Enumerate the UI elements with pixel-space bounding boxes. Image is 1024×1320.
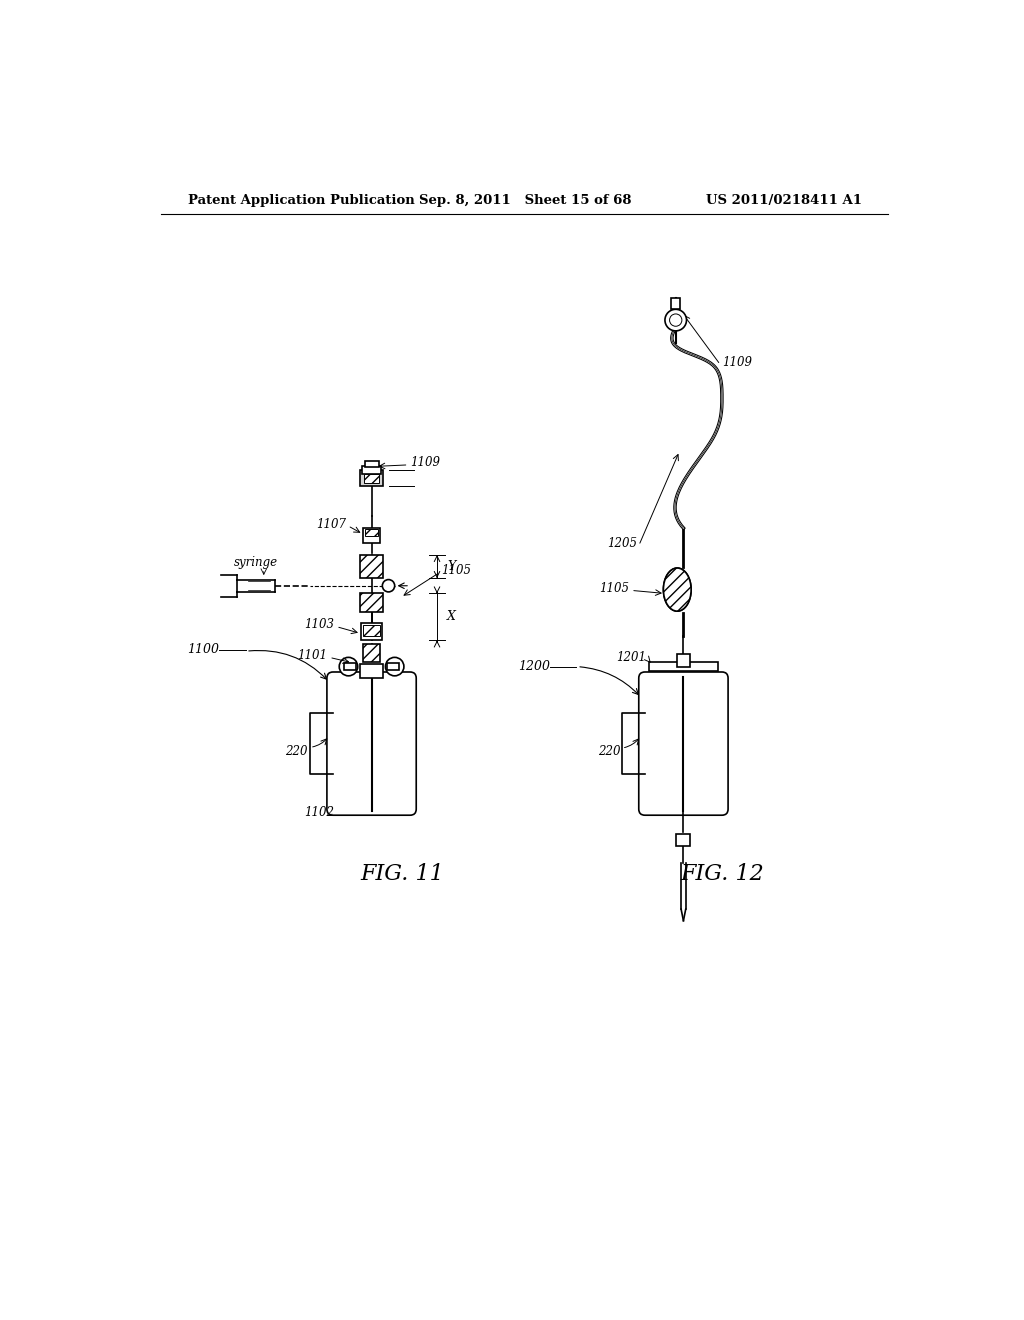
- Ellipse shape: [664, 568, 691, 611]
- Bar: [366, 529, 378, 536]
- Circle shape: [385, 657, 403, 676]
- Text: 1101: 1101: [297, 648, 327, 661]
- Circle shape: [339, 657, 357, 676]
- FancyBboxPatch shape: [327, 672, 416, 816]
- Text: Patent Application Publication: Patent Application Publication: [188, 194, 415, 207]
- Text: 1105: 1105: [441, 564, 471, 577]
- Text: 1200: 1200: [518, 660, 550, 673]
- Bar: [360, 623, 382, 640]
- Bar: [360, 594, 383, 612]
- Text: Y: Y: [447, 560, 456, 573]
- FancyBboxPatch shape: [639, 672, 728, 816]
- Text: 220: 220: [285, 744, 307, 758]
- Bar: [360, 554, 383, 578]
- Bar: [671, 298, 680, 309]
- Bar: [364, 528, 380, 544]
- Circle shape: [665, 309, 686, 331]
- Text: 220: 220: [598, 744, 621, 758]
- Text: 1103: 1103: [304, 618, 335, 631]
- Text: US 2011/0218411 A1: US 2011/0218411 A1: [707, 194, 862, 207]
- Bar: [360, 664, 383, 678]
- Text: X: X: [447, 610, 456, 623]
- Bar: [677, 653, 689, 668]
- Bar: [364, 644, 380, 663]
- Bar: [365, 461, 379, 467]
- Text: 1205: 1205: [607, 537, 637, 550]
- Text: 1201: 1201: [616, 651, 646, 664]
- Text: 1100: 1100: [187, 643, 219, 656]
- Text: Sep. 8, 2011   Sheet 15 of 68: Sep. 8, 2011 Sheet 15 of 68: [419, 194, 631, 207]
- Bar: [364, 626, 380, 636]
- Bar: [360, 470, 383, 486]
- Text: 1109: 1109: [410, 455, 440, 469]
- Text: FIG. 12: FIG. 12: [680, 863, 764, 886]
- Circle shape: [382, 579, 394, 591]
- Bar: [387, 663, 399, 671]
- Text: 1107: 1107: [316, 517, 346, 531]
- Bar: [649, 663, 718, 671]
- Circle shape: [670, 314, 682, 326]
- Text: FIG. 11: FIG. 11: [360, 863, 444, 886]
- Bar: [677, 834, 690, 846]
- Bar: [344, 663, 356, 671]
- Text: 1105: 1105: [599, 582, 630, 594]
- Text: syringe: syringe: [234, 556, 279, 569]
- Text: 1102: 1102: [304, 807, 335, 820]
- Bar: [362, 466, 381, 474]
- Text: 1109: 1109: [722, 356, 752, 370]
- Bar: [364, 474, 379, 483]
- Polygon shape: [664, 568, 691, 611]
